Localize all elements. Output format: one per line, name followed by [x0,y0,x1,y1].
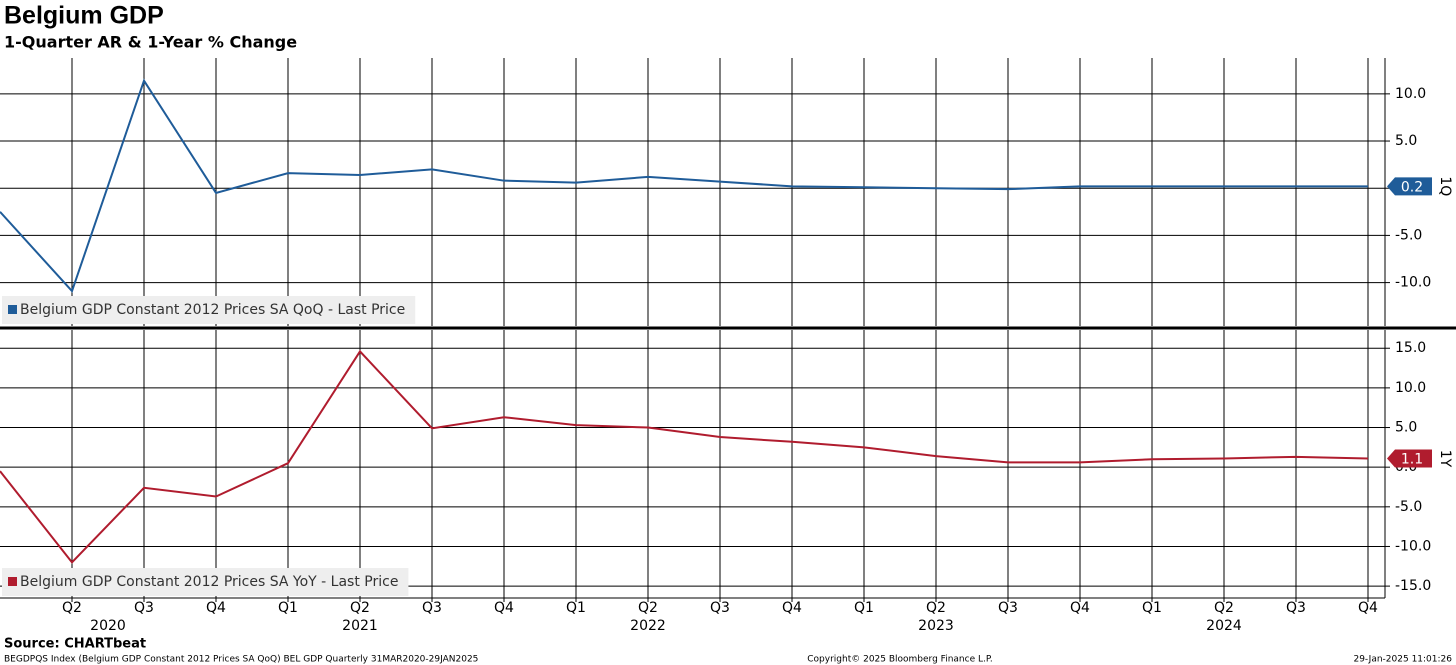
x-year-label: 2021 [342,618,378,634]
x-tick-label: Q3 [422,600,442,616]
legend-box [2,296,416,324]
x-year-label: 2023 [918,618,954,634]
y-tick-label: -10.0 [1395,275,1431,291]
legend-label: Belgium GDP Constant 2012 Prices SA QoQ … [20,302,405,318]
y-tick-label: -15.0 [1395,578,1431,594]
y-tick-label: -5.0 [1395,499,1422,515]
series-line [0,349,1369,564]
x-tick-label: Q4 [1070,600,1090,616]
x-year-label: 2020 [90,618,126,634]
y-tick-label: -5.0 [1395,227,1422,243]
x-tick-label: Q1 [1142,600,1162,616]
copyright: Copyright© 2025 Bloomberg Finance L.P. [807,655,992,665]
x-tick-label: Q1 [278,600,298,616]
x-tick-label: Q2 [926,600,946,616]
chart-title: Belgium GDP [4,2,164,30]
x-tick-label: Q4 [1358,600,1378,616]
x-tick-label: Q2 [62,600,82,616]
x-tick-label: Q1 [566,600,586,616]
last-value-tag [1387,177,1432,196]
x-tick-label: Q3 [710,600,730,616]
x-tick-label: Q1 [854,600,874,616]
source: Source: CHARTbeat [4,637,146,652]
x-tick-label: Q3 [998,600,1018,616]
y-tick-label: 10.0 [1395,86,1426,102]
y-tick-label: 5.0 [1395,420,1417,436]
x-tick-label: Q2 [638,600,658,616]
last-value-label: 1.1 [1401,451,1423,467]
y-tick-label: -10.0 [1395,538,1431,554]
x-year-label: 2022 [630,618,666,634]
axis-tag: 1Y [1437,450,1453,468]
y-tick-label: 5.0 [1395,133,1417,149]
x-tick-label: Q3 [134,600,154,616]
x-tick-label: Q4 [206,600,226,616]
x-tick-label: Q4 [782,600,802,616]
series-line [0,78,1368,294]
timestamp: 29-Jan-2025 11:01:26 [1353,655,1452,665]
legend-box [2,568,409,596]
x-year-label: 2024 [1206,618,1242,634]
last-value-tag [1387,449,1432,468]
x-tick-label: Q2 [350,600,370,616]
chart-subtitle: 1-Quarter AR & 1-Year % Change [4,33,297,52]
x-tick-label: Q2 [1214,600,1234,616]
last-value-label: 0.2 [1401,179,1423,195]
footer: BEGDPQS Index (Belgium GDP Constant 2012… [4,655,478,665]
x-tick-label: Q4 [494,600,514,616]
legend-swatch [8,305,17,314]
legend-swatch [8,577,17,586]
axis-tag: 1Q [1437,176,1453,196]
y-tick-label: 10.0 [1395,380,1426,396]
x-tick-label: Q3 [1286,600,1306,616]
legend: Belgium GDP Constant 2012 Prices SA YoY … [2,568,409,596]
y-tick-label: 15.0 [1395,340,1426,356]
legend-label: Belgium GDP Constant 2012 Prices SA YoY … [20,574,398,590]
legend: Belgium GDP Constant 2012 Prices SA QoQ … [2,296,416,324]
